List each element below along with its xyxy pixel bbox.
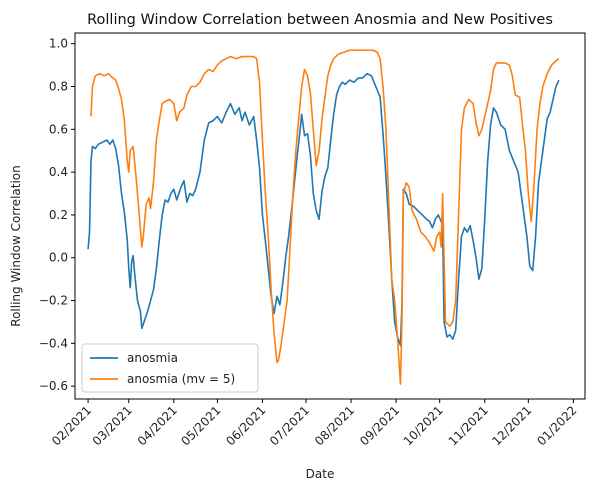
x-tick-label: 06/2021 xyxy=(223,403,268,448)
x-tick-label: 01/2022 xyxy=(534,403,579,448)
series-line-0 xyxy=(87,72,560,347)
x-tick-label: 09/2021 xyxy=(357,403,402,448)
x-tick-label: 08/2021 xyxy=(312,403,357,448)
legend-box xyxy=(81,343,259,393)
x-tick-label: 11/2021 xyxy=(446,403,491,448)
y-axis-label: Rolling Window Correlation xyxy=(9,165,23,326)
legend-label: anosmia xyxy=(127,351,178,365)
legend: anosmia anosmia (mv = 5) xyxy=(81,343,259,393)
x-tick-label: 04/2021 xyxy=(135,403,180,448)
chart-title: Rolling Window Correlation between Anosm… xyxy=(87,12,553,28)
y-tick-label: −0.6 xyxy=(39,379,68,393)
y-axis: −0.6 −0.4 −0.2 0.0 0.2 0.4 0.6 0.8 1.0 xyxy=(39,37,75,393)
x-tick-label: 02/2021 xyxy=(49,403,94,448)
x-tick-label: 05/2021 xyxy=(178,403,223,448)
y-tick-label: 0.0 xyxy=(49,251,68,265)
legend-label: anosmia (mv = 5) xyxy=(127,372,235,386)
plot-area xyxy=(87,49,560,385)
plot-frame xyxy=(74,32,586,400)
x-tick-label: 10/2021 xyxy=(401,403,446,448)
y-tick-label: 0.8 xyxy=(49,80,68,94)
series-line-1 xyxy=(90,49,560,385)
y-tick-label: 1.0 xyxy=(49,37,68,51)
y-tick-label: 0.2 xyxy=(49,208,68,222)
y-tick-label: −0.2 xyxy=(39,294,68,308)
x-tick-label: 07/2021 xyxy=(267,403,312,448)
y-tick-label: −0.4 xyxy=(39,336,68,350)
x-tick-label: 12/2021 xyxy=(489,403,534,448)
x-axis-label: Date xyxy=(306,467,335,481)
x-tick-label: 03/2021 xyxy=(90,403,135,448)
y-tick-label: 0.6 xyxy=(49,122,68,136)
y-tick-label: 0.4 xyxy=(49,165,68,179)
